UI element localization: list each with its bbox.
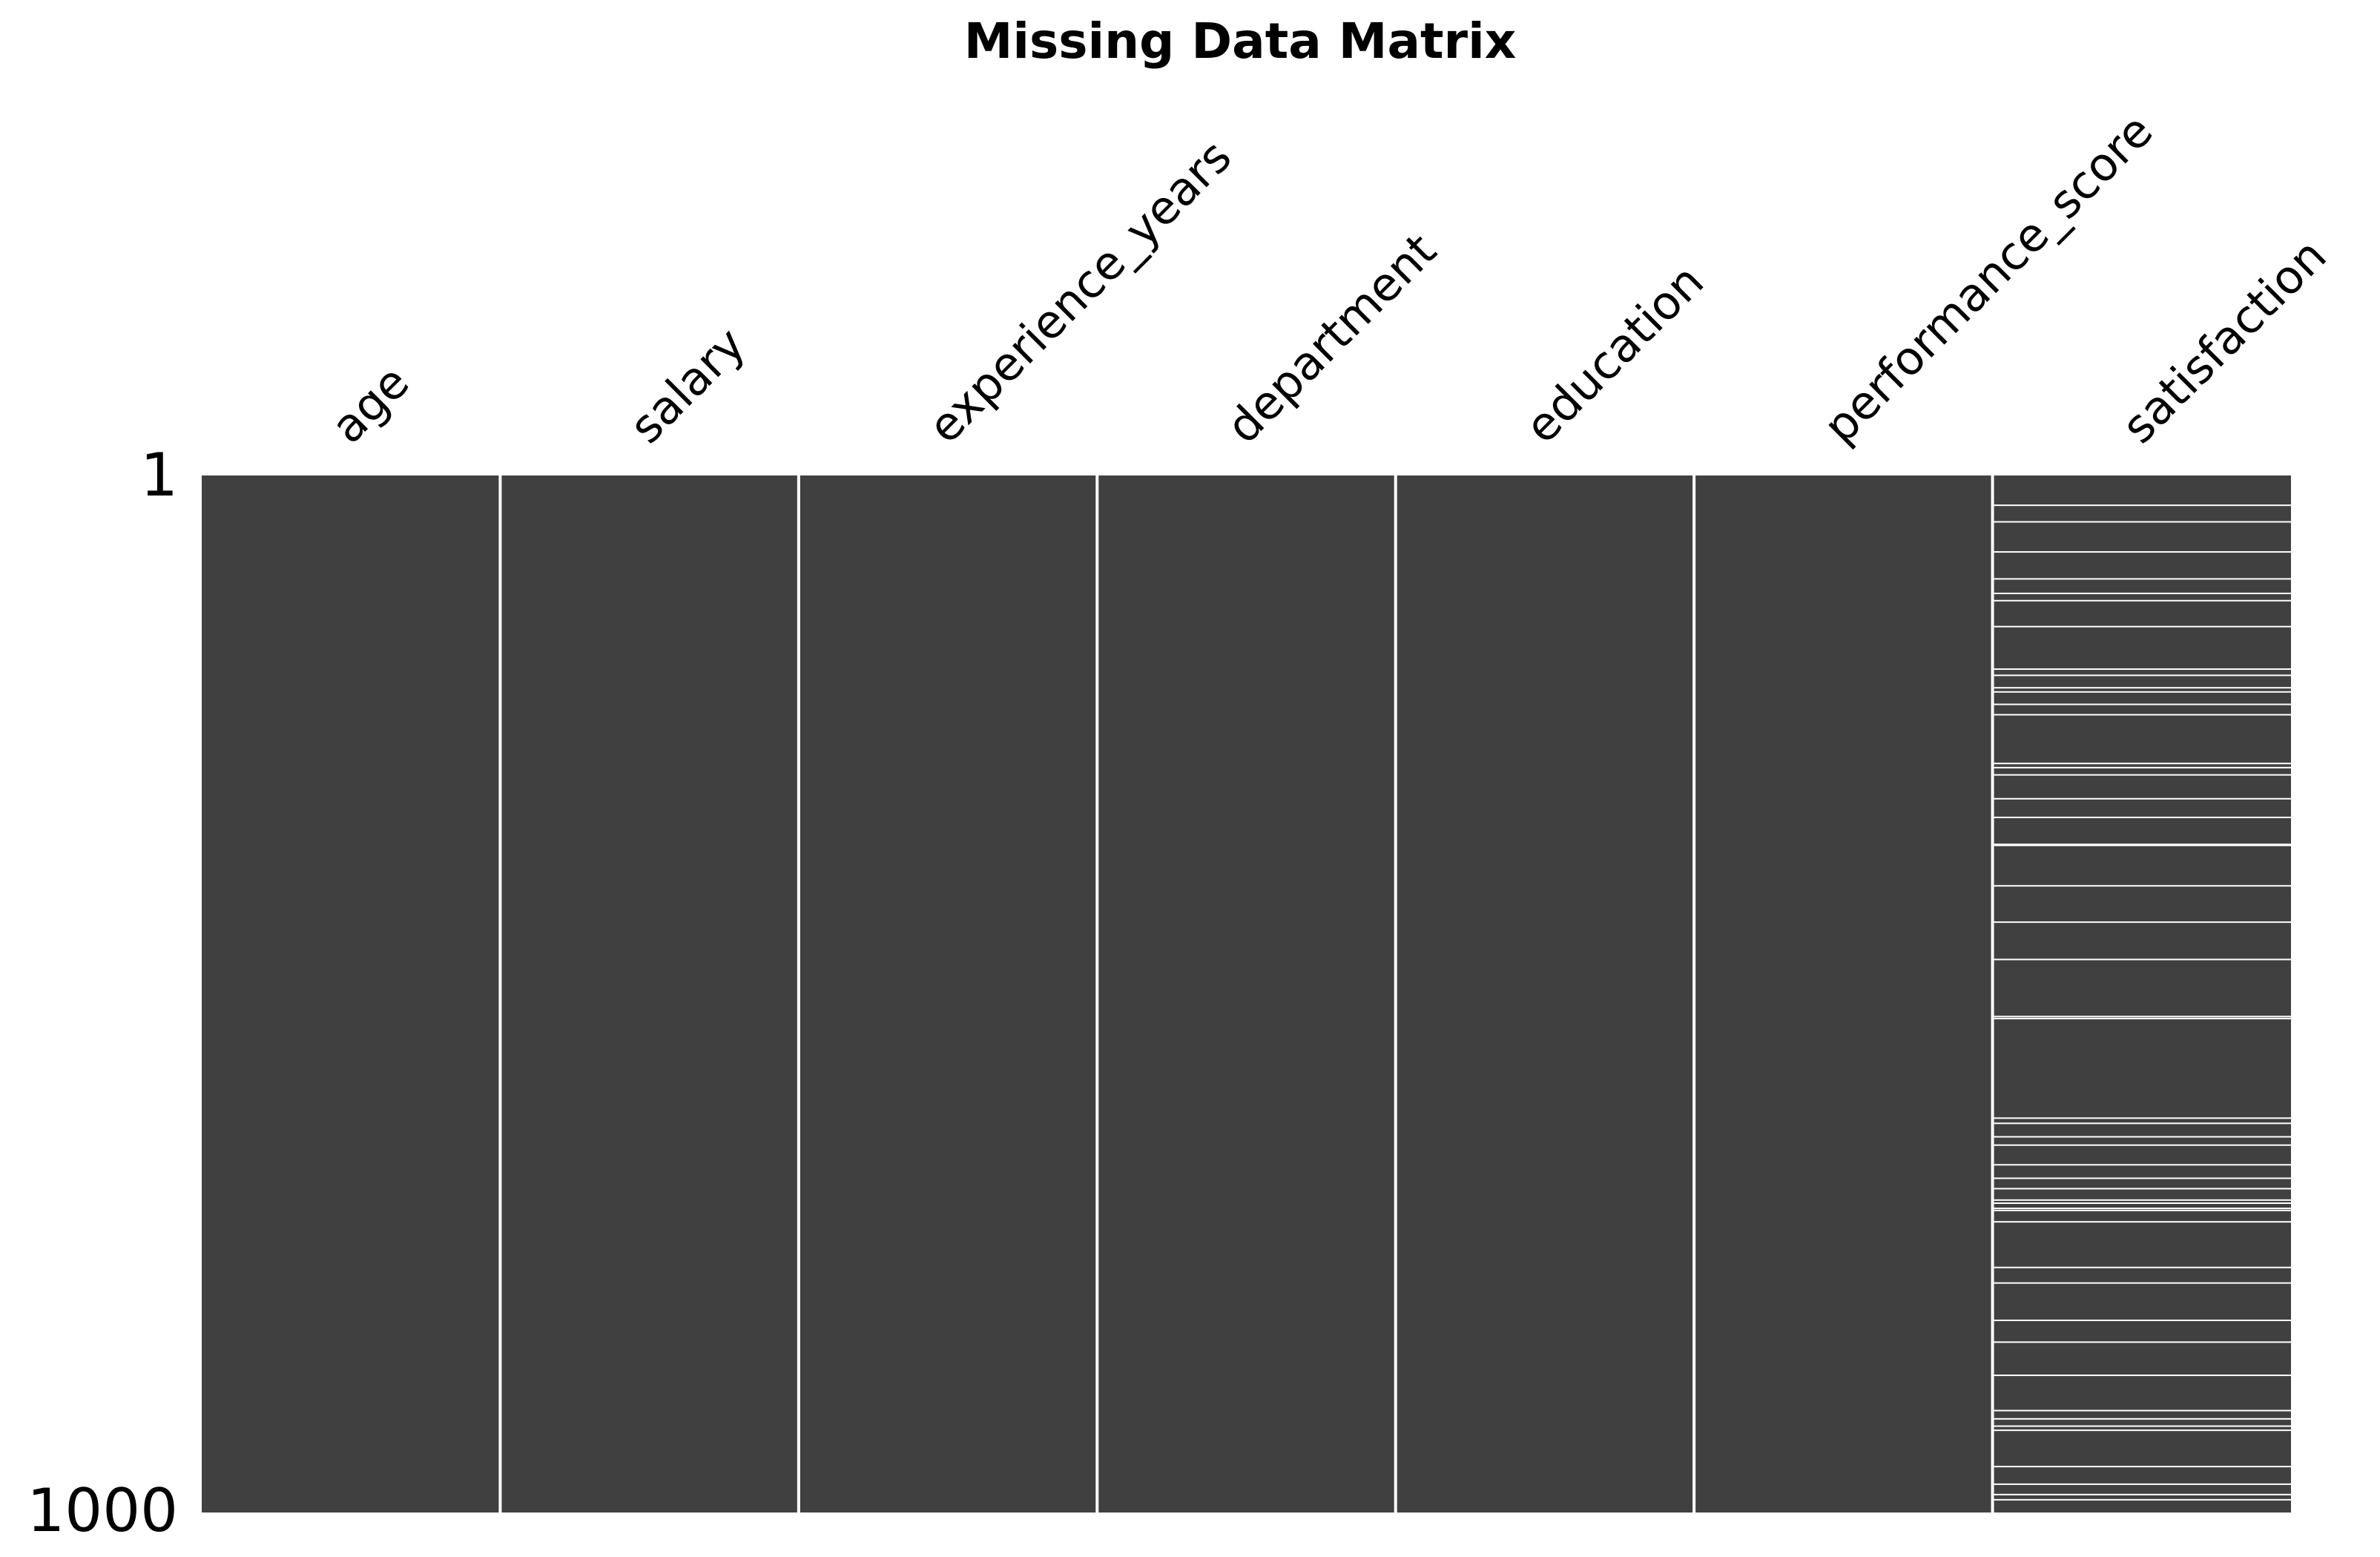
missing-row-satisfaction-665: [1994, 1164, 2291, 1166]
matrix-grid: [202, 475, 2291, 1512]
missing-row-satisfaction-625: [1994, 1122, 2291, 1125]
missing-row-satisfaction-209: [1994, 691, 2291, 693]
missing-row-satisfaction-709: [1994, 1209, 2291, 1211]
missing-row-satisfaction-720: [1994, 1221, 2291, 1223]
missing-row-satisfaction-121: [1994, 599, 2291, 602]
missing-row-satisfaction-638: [1994, 1136, 2291, 1138]
row-label-first: 1: [140, 441, 178, 510]
missing-row-satisfaction-524: [1994, 1018, 2291, 1020]
missing-row-satisfaction-707: [1994, 1207, 2291, 1209]
missing-row-satisfaction-779: [1994, 1282, 2291, 1284]
matrix-column-education: [1397, 475, 1693, 1512]
row-labels: 1 1000: [27, 441, 178, 1545]
missing-row-satisfaction-902: [1994, 1409, 2291, 1412]
missing-row-satisfaction-973: [1994, 1483, 2291, 1485]
matrix-column-age: [202, 475, 499, 1512]
missing-row-satisfaction-74: [1994, 551, 2291, 553]
missing-row-satisfaction-289: [1994, 774, 2291, 776]
missing-row-satisfaction-702: [1994, 1202, 2291, 1204]
missing-row-satisfaction-467: [1994, 958, 2291, 961]
missing-row-satisfaction-45: [1994, 521, 2291, 523]
missing-row-satisfaction-815: [1994, 1319, 2291, 1321]
missing-row-satisfaction-983: [1994, 1493, 2291, 1495]
missing-row-satisfaction-646: [1994, 1144, 2291, 1146]
missing-row-satisfaction-431: [1994, 921, 2291, 924]
missing-row-satisfaction-205: [1994, 687, 2291, 689]
missing-row-satisfaction-100: [1994, 578, 2291, 580]
missing-row-satisfaction-187: [1994, 668, 2291, 671]
missing-row-satisfaction-114: [1994, 592, 2291, 594]
missing-row-satisfaction-146: [1994, 625, 2291, 628]
missing-row-satisfaction-620: [1994, 1117, 2291, 1119]
missing-row-satisfaction-836: [1994, 1341, 2291, 1343]
missing-row-satisfaction-396: [1994, 885, 2291, 887]
chart-title: Missing Data Matrix: [964, 13, 1517, 70]
missing-row-satisfaction-312: [1994, 797, 2291, 800]
missing-row-satisfaction-910: [1994, 1418, 2291, 1420]
missing-row-satisfaction-282: [1994, 766, 2291, 768]
missing-row-satisfaction-330: [1994, 816, 2291, 818]
missing-row-satisfaction-221: [1994, 703, 2291, 705]
missing-row-satisfaction-278: [1994, 763, 2291, 765]
matrix-column-satisfaction: [1994, 475, 2291, 1512]
missing-row-satisfaction-678: [1994, 1177, 2291, 1179]
missing-row-satisfaction-29: [1994, 504, 2291, 507]
missing-row-satisfaction-357: [1994, 844, 2291, 846]
missing-row-satisfaction-522: [1994, 1015, 2291, 1018]
matrix-column-salary: [501, 475, 797, 1512]
missing-row-satisfaction-231: [1994, 714, 2291, 716]
matrix-column-experience_years: [800, 475, 1096, 1512]
missing-row-satisfaction-193: [1994, 674, 2291, 677]
matrix-column-performance_score: [1695, 475, 1991, 1512]
row-label-last: 1000: [27, 1476, 178, 1545]
missing-row-satisfaction-917: [1994, 1425, 2291, 1427]
missing-row-satisfaction-868: [1994, 1375, 2291, 1377]
matrix-column-department: [1098, 475, 1394, 1512]
missing-row-satisfaction-688: [1994, 1188, 2291, 1190]
missing-row-satisfaction-356: [1994, 843, 2291, 846]
missing-row-satisfaction-764: [1994, 1266, 2291, 1268]
missing-row-satisfaction-988: [1994, 1498, 2291, 1501]
missing-row-satisfaction-956: [1994, 1466, 2291, 1468]
missing-row-satisfaction-699: [1994, 1199, 2291, 1201]
missing-row-satisfaction-921: [1994, 1429, 2291, 1432]
